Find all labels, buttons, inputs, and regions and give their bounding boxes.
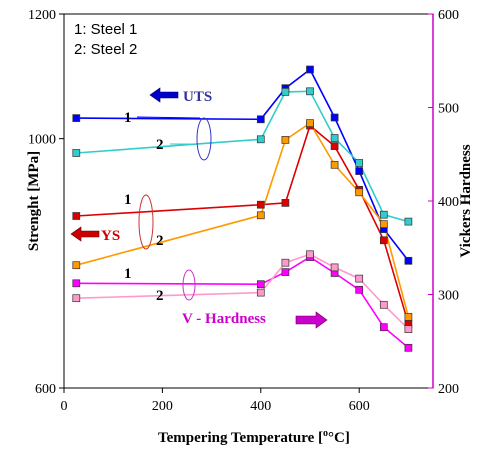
data-point-hv1	[379, 323, 388, 332]
uts-label-2: 2	[156, 137, 164, 153]
data-point-hv2	[355, 274, 364, 283]
data-point-ys2	[256, 211, 265, 220]
data-point-ys1	[281, 199, 290, 207]
y2-tick-label: 300	[438, 289, 459, 304]
data-point-hv2	[379, 300, 388, 309]
data-point-uts1	[404, 256, 413, 265]
hv-bracket-ellipse	[182, 269, 196, 301]
data-point-uts2	[72, 149, 81, 157]
ys-label-1: 1	[124, 192, 132, 208]
y-tick-label: 600	[35, 382, 56, 397]
data-point-ys1	[72, 212, 81, 220]
uts-arrow-icon	[149, 87, 179, 103]
y2-tick-label: 600	[438, 8, 459, 23]
uts-label: UTS	[183, 89, 212, 105]
data-point-uts2	[256, 135, 265, 144]
y2-tick-label: 500	[438, 102, 459, 117]
data-point-uts1	[306, 65, 314, 74]
legend-steel-1: 1: Steel 1	[74, 21, 137, 38]
hardness-arrow-icon	[295, 311, 328, 329]
series-line-hv2	[76, 253, 409, 330]
x-tick-label: 0	[61, 399, 68, 414]
ticks-group: 0 200 400 600 600 1000 1200 200 300 400 500 600	[28, 8, 459, 414]
y-tick-label: 1200	[28, 8, 56, 23]
series-line-ys2	[76, 121, 410, 318]
data-point-ys2	[404, 313, 413, 321]
data-point-uts2	[379, 210, 388, 219]
data-point-hv1	[281, 268, 290, 276]
data-point-ys2	[330, 160, 339, 169]
series-line-uts2	[76, 90, 409, 223]
y-tick-label: 1000	[28, 133, 56, 148]
data-point-hv2	[72, 294, 81, 303]
uts-label-1: 1	[124, 110, 132, 126]
data-point-hv1	[256, 280, 265, 289]
legend-steel-2: 2: Steel 2	[74, 41, 137, 58]
x-tick-label: 600	[349, 399, 370, 414]
data-point-uts1	[256, 115, 265, 124]
degree-superscript: o	[323, 428, 328, 439]
hv-label-2: 2	[156, 288, 164, 304]
data-point-hv2	[404, 325, 413, 333]
hv-label-1: 1	[124, 266, 132, 282]
ys-bracket-ellipse	[138, 194, 154, 250]
y-axis-label: Strenght [MPa]	[26, 151, 42, 251]
data-point-hv1	[72, 279, 81, 288]
uts-leader-1	[136, 116, 201, 119]
data-point-ys2	[281, 136, 290, 144]
data-point-hv2	[330, 263, 339, 272]
uts-bracket-ellipse	[196, 117, 212, 161]
series-lines	[76, 68, 410, 349]
y2-tick-label: 400	[438, 195, 459, 210]
data-point-ys2	[72, 261, 81, 270]
data-point-uts2	[355, 159, 364, 167]
data-point-hv1	[355, 285, 364, 294]
y2-axis-label: Vickers Hardness	[458, 144, 474, 257]
data-point-uts2	[330, 134, 339, 142]
data-point-ys1	[256, 200, 265, 209]
data-point-ys2	[379, 220, 388, 228]
data-point-ys1	[379, 236, 388, 245]
series-line-hv1	[76, 256, 409, 349]
data-point-uts1	[72, 114, 81, 122]
data-point-uts2	[281, 88, 290, 96]
ys-label-2: 2	[156, 233, 164, 249]
x-axis-label: Tempering Temperature [o°C]	[158, 428, 350, 446]
data-point-ys2	[306, 119, 314, 127]
legend-box	[66, 16, 164, 62]
ys-label: YS	[101, 228, 120, 244]
hardness-label: V - Hardness	[182, 311, 266, 327]
y2-tick-label: 200	[438, 382, 459, 397]
data-point-uts2	[404, 217, 413, 226]
ys-arrow-icon	[70, 226, 100, 242]
data-point-ys2	[355, 188, 364, 197]
data-point-hv2	[256, 288, 265, 297]
data-point-hv1	[404, 343, 413, 352]
data-point-uts2	[306, 87, 314, 96]
data-point-uts1	[355, 167, 364, 175]
data-point-hv2	[281, 258, 290, 267]
series-line-ys1	[76, 124, 410, 325]
data-point-uts1	[330, 113, 339, 122]
data-point-hv2	[306, 250, 314, 259]
series-markers	[72, 65, 413, 352]
x-tick-label: 200	[152, 399, 173, 414]
x-tick-label: 400	[250, 399, 271, 414]
data-point-ys1	[330, 142, 339, 150]
